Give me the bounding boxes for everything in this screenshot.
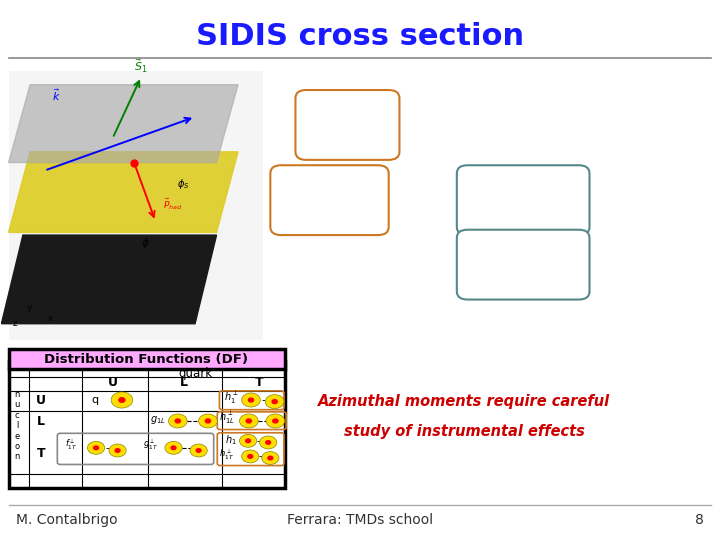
FancyBboxPatch shape <box>456 165 590 235</box>
Text: x: x <box>48 314 53 323</box>
Text: $h_{1T}^\perp$: $h_{1T}^\perp$ <box>219 448 234 462</box>
Text: M. Contalbrigo: M. Contalbrigo <box>16 513 117 527</box>
Text: SIDIS cross section: SIDIS cross section <box>196 22 524 51</box>
Text: L: L <box>37 415 45 428</box>
Circle shape <box>111 392 132 408</box>
Text: $h_1^\perp$: $h_1^\perp$ <box>224 390 238 406</box>
Polygon shape <box>1 235 217 323</box>
Bar <box>9 361 284 488</box>
FancyBboxPatch shape <box>456 230 590 300</box>
Circle shape <box>272 400 277 403</box>
Text: T: T <box>37 447 45 460</box>
Text: $\vec{k}$: $\vec{k}$ <box>52 87 60 103</box>
Circle shape <box>242 450 259 463</box>
Circle shape <box>240 434 257 447</box>
Circle shape <box>246 419 251 423</box>
Circle shape <box>87 441 104 454</box>
Circle shape <box>266 414 284 428</box>
Text: Azimuthal moments require careful: Azimuthal moments require careful <box>318 394 610 409</box>
Text: $\phi_S$: $\phi_S$ <box>177 177 189 191</box>
Text: q: q <box>91 395 98 405</box>
Text: T: T <box>256 376 264 389</box>
Circle shape <box>190 444 207 457</box>
Text: $g_{1T}^\perp$: $g_{1T}^\perp$ <box>143 438 158 452</box>
Text: -: - <box>258 451 262 461</box>
Circle shape <box>205 419 210 423</box>
Circle shape <box>109 444 126 457</box>
Circle shape <box>268 456 273 460</box>
Circle shape <box>240 414 258 428</box>
Circle shape <box>115 449 120 453</box>
Polygon shape <box>9 152 238 232</box>
Polygon shape <box>9 85 238 163</box>
Circle shape <box>266 441 271 444</box>
Circle shape <box>242 393 261 407</box>
Text: U: U <box>36 394 46 407</box>
Circle shape <box>248 398 253 402</box>
Text: $h_1$: $h_1$ <box>225 434 237 447</box>
Text: $f_{1T}^\perp$: $f_{1T}^\perp$ <box>66 438 78 452</box>
Text: n
u
c
l
e
o
n: n u c l e o n <box>14 390 20 462</box>
Text: L: L <box>180 376 189 389</box>
Bar <box>9 71 264 340</box>
Circle shape <box>94 446 99 450</box>
Circle shape <box>266 395 284 409</box>
Circle shape <box>246 439 251 443</box>
Text: study of instrumental effects: study of instrumental effects <box>343 424 585 438</box>
FancyBboxPatch shape <box>270 165 389 235</box>
Text: Ferrara: TMDs school: Ferrara: TMDs school <box>287 513 433 527</box>
Circle shape <box>165 441 182 454</box>
Bar <box>9 349 284 369</box>
Circle shape <box>273 419 278 423</box>
Circle shape <box>168 414 187 428</box>
Circle shape <box>199 414 217 428</box>
Bar <box>9 349 284 369</box>
Circle shape <box>248 455 253 458</box>
Circle shape <box>197 449 201 453</box>
Text: $\phi$: $\phi$ <box>141 236 150 250</box>
Circle shape <box>262 451 279 464</box>
Text: 8: 8 <box>696 513 704 527</box>
Text: $h_{1L}^\perp$: $h_{1L}^\perp$ <box>220 410 235 426</box>
Text: -: - <box>106 443 109 454</box>
Text: z: z <box>12 319 17 328</box>
Circle shape <box>260 436 276 449</box>
Text: Distribution Functions (DF): Distribution Functions (DF) <box>44 353 248 366</box>
Circle shape <box>171 446 176 450</box>
Circle shape <box>119 398 125 402</box>
Text: $g_{1L}$: $g_{1L}$ <box>150 414 166 427</box>
Text: y: y <box>27 303 32 312</box>
FancyBboxPatch shape <box>295 90 400 160</box>
Text: -: - <box>261 395 265 405</box>
Text: U: U <box>107 376 117 389</box>
Text: quark: quark <box>178 367 212 380</box>
Circle shape <box>175 419 181 423</box>
Text: -: - <box>256 436 260 446</box>
Text: $\vec{S}_1$: $\vec{S}_1$ <box>134 57 148 75</box>
Text: $\vec{P}_{had}$: $\vec{P}_{had}$ <box>163 196 182 212</box>
